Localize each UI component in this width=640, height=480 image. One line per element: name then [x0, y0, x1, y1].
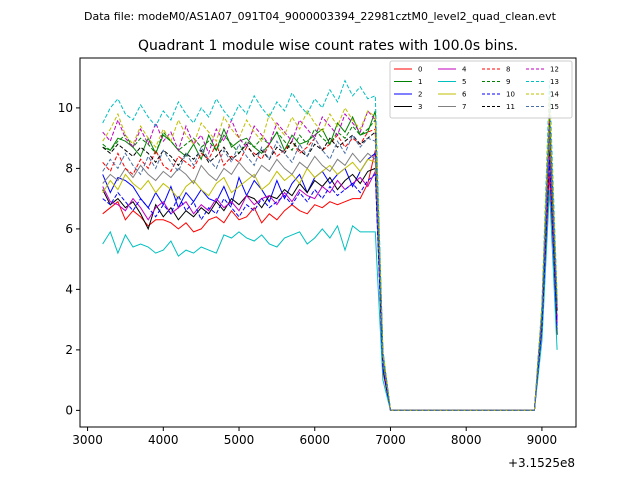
- series-line-2: [102, 138, 558, 411]
- legend-label-15: 15: [550, 103, 559, 111]
- x-tick-label: 9000: [527, 433, 558, 447]
- y-tick-label: 4: [65, 282, 73, 296]
- legend-label-0: 0: [418, 66, 422, 74]
- legend-label-9: 9: [506, 78, 510, 86]
- y-tick-label: 0: [65, 403, 73, 417]
- x-tick-label: 4000: [148, 433, 179, 447]
- legend-label-11: 11: [506, 103, 515, 111]
- chart-title: Quadrant 1 module wise count rates with …: [138, 38, 518, 54]
- legend-label-2: 2: [418, 91, 422, 99]
- legend-label-6: 6: [462, 91, 467, 99]
- legend-label-1: 1: [418, 78, 422, 86]
- legend-label-7: 7: [462, 103, 466, 111]
- legend-label-5: 5: [462, 78, 466, 86]
- series-line-14: [102, 98, 558, 411]
- y-tick-label: 6: [65, 222, 73, 236]
- chart-suptitle: Data file: modeM0/AS1A07_091T04_90000033…: [84, 10, 557, 23]
- series-line-10: [102, 159, 558, 411]
- x-offset-label: +3.1525e8: [508, 456, 575, 470]
- series-line-13: [102, 79, 558, 411]
- series-line-15: [102, 126, 558, 411]
- legend-label-8: 8: [506, 66, 510, 74]
- legend-label-4: 4: [462, 66, 467, 74]
- x-tick-label: 7000: [375, 433, 406, 447]
- series-line-6: [102, 132, 558, 411]
- legend-label-3: 3: [418, 103, 422, 111]
- legend-label-12: 12: [550, 66, 559, 74]
- series-line-8: [102, 119, 558, 411]
- x-tick-label: 6000: [299, 433, 330, 447]
- legend-label-10: 10: [506, 91, 515, 99]
- y-tick-label: 8: [65, 161, 73, 175]
- plot-frame: [79, 57, 577, 428]
- series-line-12: [102, 104, 558, 411]
- x-tick-label: 3000: [72, 433, 103, 447]
- legend-label-14: 14: [550, 91, 559, 99]
- x-tick-label: 8000: [451, 433, 482, 447]
- legend-box: [389, 60, 573, 119]
- y-tick-label: 2: [65, 343, 73, 357]
- plot-lines: [102, 79, 558, 411]
- legend-label-13: 13: [550, 78, 559, 86]
- series-line-4: [102, 156, 558, 411]
- y-tick-label: 10: [58, 101, 73, 115]
- x-tick-label: 5000: [224, 433, 255, 447]
